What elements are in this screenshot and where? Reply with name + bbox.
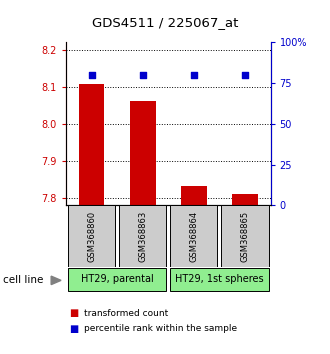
Text: percentile rank within the sample: percentile rank within the sample bbox=[84, 324, 237, 333]
Text: GSM368864: GSM368864 bbox=[189, 211, 198, 262]
FancyBboxPatch shape bbox=[170, 205, 217, 267]
Text: GDS4511 / 225067_at: GDS4511 / 225067_at bbox=[92, 16, 238, 29]
Point bbox=[191, 72, 197, 78]
Point bbox=[140, 72, 146, 78]
Text: cell line: cell line bbox=[3, 275, 44, 285]
Polygon shape bbox=[51, 276, 61, 285]
Text: GSM368863: GSM368863 bbox=[138, 211, 147, 262]
FancyBboxPatch shape bbox=[221, 205, 269, 267]
Bar bbox=[130, 101, 155, 205]
Point bbox=[242, 72, 248, 78]
FancyBboxPatch shape bbox=[170, 268, 269, 291]
Bar bbox=[181, 186, 207, 205]
FancyBboxPatch shape bbox=[68, 205, 115, 267]
Text: ■: ■ bbox=[69, 308, 79, 318]
Text: ■: ■ bbox=[69, 324, 79, 333]
Bar bbox=[232, 194, 258, 205]
FancyBboxPatch shape bbox=[68, 268, 166, 291]
Text: HT29, 1st spheres: HT29, 1st spheres bbox=[175, 274, 264, 284]
Text: GSM368860: GSM368860 bbox=[87, 211, 96, 262]
Text: transformed count: transformed count bbox=[84, 309, 168, 318]
Bar bbox=[79, 84, 104, 205]
Text: HT29, parental: HT29, parental bbox=[81, 274, 153, 284]
Text: GSM368865: GSM368865 bbox=[241, 211, 249, 262]
FancyBboxPatch shape bbox=[119, 205, 166, 267]
Point bbox=[89, 72, 94, 78]
